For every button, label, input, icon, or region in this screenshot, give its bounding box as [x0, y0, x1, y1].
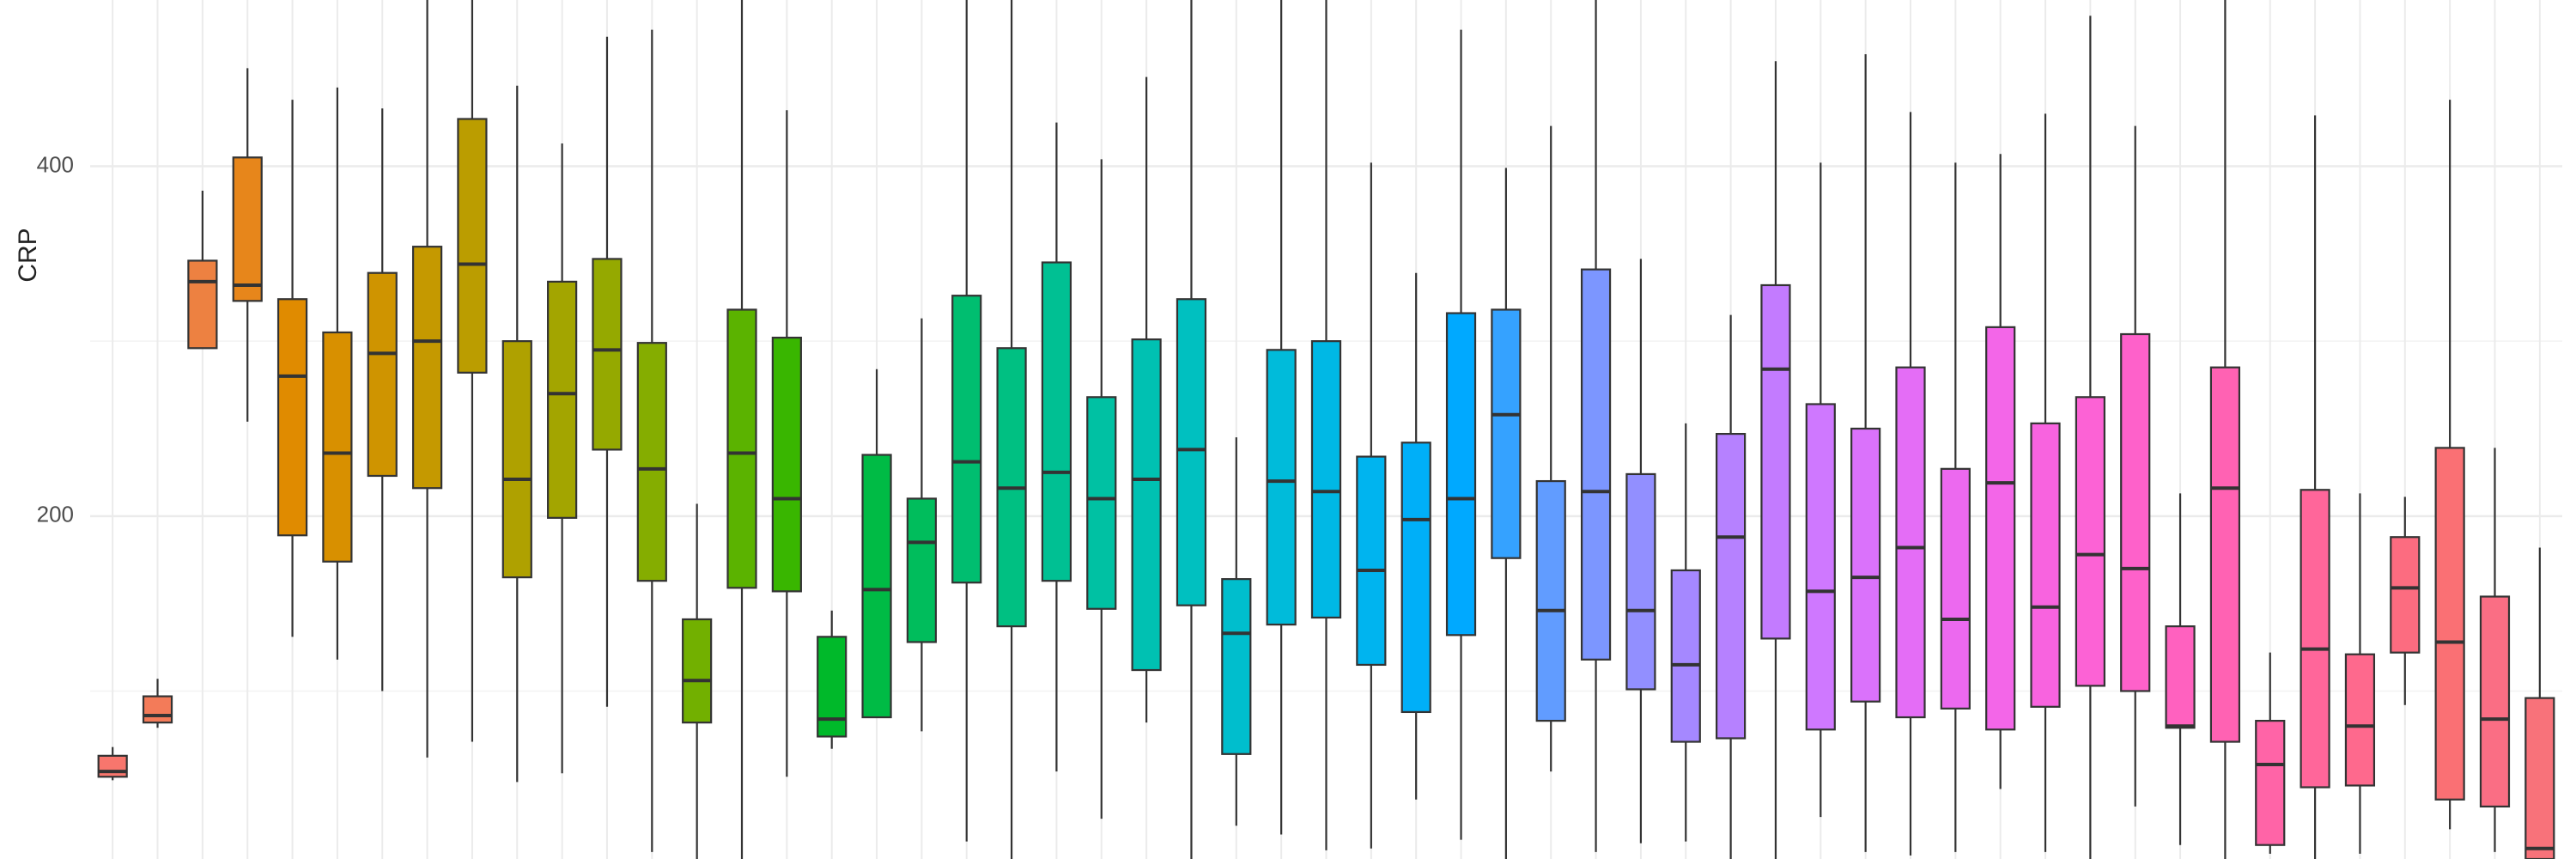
- box: [1221, 578, 1252, 755]
- box: [1716, 432, 1747, 740]
- box: [1625, 472, 1656, 691]
- box: [2209, 366, 2241, 743]
- box: [906, 497, 937, 643]
- box: [817, 636, 848, 738]
- box: [2165, 625, 2196, 729]
- box: [1176, 298, 1207, 606]
- box: [2120, 332, 2151, 692]
- box: [1985, 326, 2016, 731]
- box: [457, 118, 488, 374]
- box: [1535, 479, 1566, 722]
- box: [2300, 489, 2330, 789]
- y-tick-label: 200: [37, 502, 74, 527]
- box: [1940, 467, 1971, 710]
- box: [771, 336, 802, 593]
- box: [411, 246, 443, 490]
- box: [1400, 442, 1431, 714]
- y-axis-title: CRP: [14, 228, 42, 282]
- box: [1041, 261, 1072, 582]
- y-tick-label: 400: [37, 151, 74, 177]
- box: [1310, 340, 1342, 619]
- box: [276, 298, 308, 537]
- box: [951, 295, 982, 584]
- box: [2479, 595, 2511, 808]
- box: [1131, 338, 1162, 672]
- box: [2075, 396, 2105, 687]
- box: [726, 308, 757, 589]
- box: [2434, 447, 2465, 801]
- box: [97, 754, 128, 778]
- box: [501, 340, 532, 579]
- box: [322, 331, 353, 563]
- box: [1445, 312, 1477, 637]
- box: [682, 618, 713, 724]
- box: [636, 342, 667, 582]
- box: [1086, 396, 1117, 610]
- box: [187, 259, 218, 350]
- box: [1895, 366, 1926, 719]
- box: [1266, 349, 1297, 626]
- box: [142, 695, 173, 724]
- box: [2030, 422, 2061, 708]
- box: [1580, 268, 1612, 661]
- box: [547, 280, 578, 519]
- box: [1760, 283, 1791, 640]
- box: [367, 271, 398, 478]
- box: [592, 258, 623, 451]
- box: [1491, 308, 1522, 559]
- box: [1850, 427, 1881, 703]
- box: [1670, 569, 1701, 743]
- box: [1356, 455, 1387, 667]
- box: [2255, 720, 2286, 846]
- box: [2344, 653, 2376, 787]
- box: [2390, 536, 2421, 654]
- box: [2524, 697, 2555, 859]
- box: [861, 454, 892, 719]
- box: [232, 156, 263, 302]
- box: [1805, 403, 1836, 731]
